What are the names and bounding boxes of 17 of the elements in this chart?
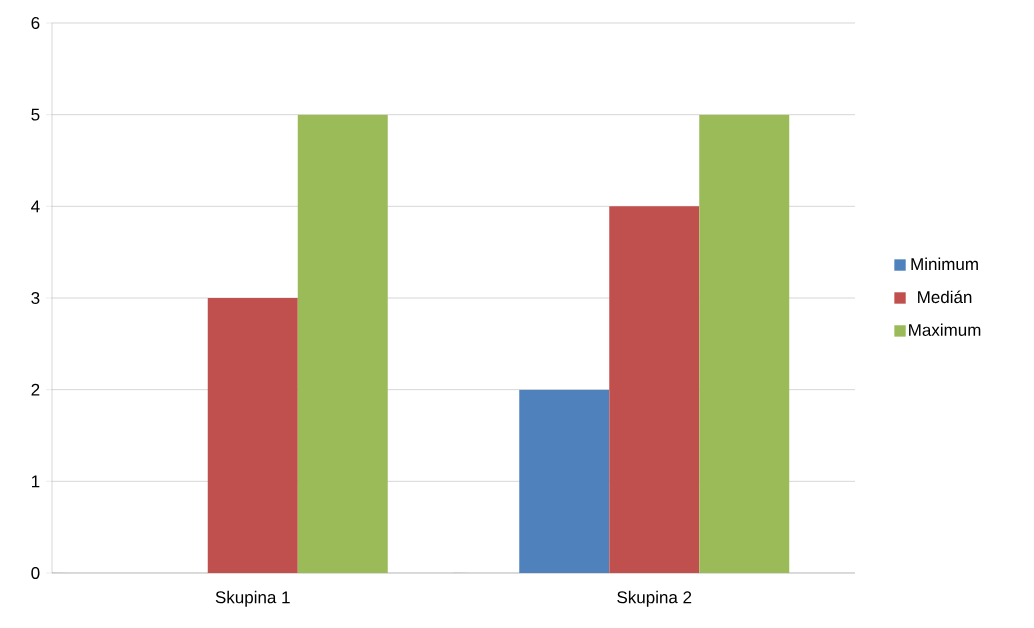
y-tick-label: 3 — [31, 291, 40, 305]
x-tick-label: Skupina 1 — [215, 590, 290, 607]
bar — [609, 206, 700, 573]
y-tick-label: 0 — [31, 566, 40, 580]
y-tick-label: 2 — [31, 383, 40, 396]
y-tick-label: 1 — [31, 475, 40, 488]
legend-label: Maximum — [909, 323, 981, 337]
x-tick-label: Skupina 2 — [617, 590, 692, 607]
bar — [207, 297, 298, 573]
y-tick-label: 6 — [31, 16, 40, 30]
bar — [699, 114, 790, 573]
legend-label: Medián — [918, 290, 972, 304]
bar — [297, 114, 388, 573]
y-tick-label: 5 — [31, 108, 40, 121]
legend-label: Minimum — [911, 257, 978, 271]
bar — [519, 389, 610, 573]
y-tick-label: 4 — [31, 200, 40, 213]
